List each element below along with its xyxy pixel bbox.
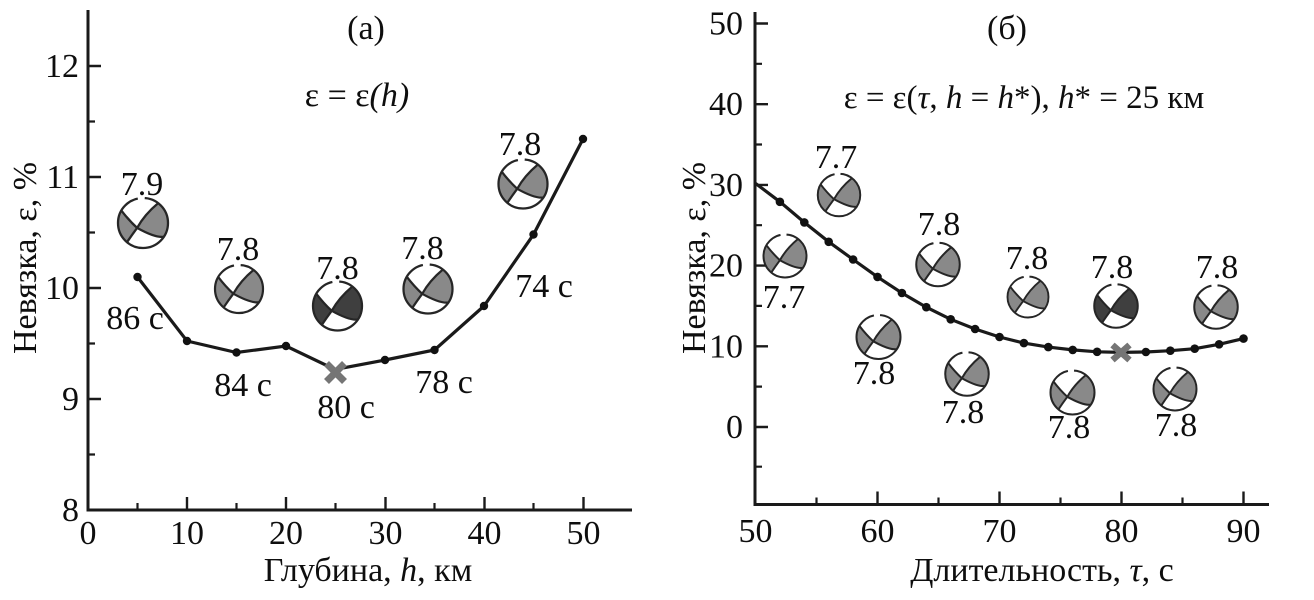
svg-text:50: 50 bbox=[567, 515, 601, 552]
svg-text:30: 30 bbox=[709, 167, 743, 204]
svg-text:78 с: 78 с bbox=[415, 364, 473, 401]
svg-text:7.8: 7.8 bbox=[1048, 409, 1091, 446]
svg-text:80: 80 bbox=[1105, 513, 1139, 550]
svg-text:7.8: 7.8 bbox=[401, 230, 444, 267]
svg-text:30: 30 bbox=[369, 515, 403, 552]
svg-text:70: 70 bbox=[983, 513, 1017, 550]
svg-text:40: 40 bbox=[468, 515, 502, 552]
svg-text:86 с: 86 с bbox=[106, 300, 164, 337]
svg-text:ε = ε(τ, h = h*), h* = 25 км: ε = ε(τ, h = h*), h* = 25 км bbox=[844, 80, 1205, 116]
svg-text:7.8: 7.8 bbox=[853, 355, 896, 392]
svg-text:7.8: 7.8 bbox=[918, 206, 961, 243]
svg-text:7.7: 7.7 bbox=[763, 279, 806, 316]
svg-text:50: 50 bbox=[709, 6, 743, 43]
svg-text:12: 12 bbox=[45, 48, 79, 85]
svg-text:84 с: 84 с bbox=[214, 367, 272, 404]
svg-text:Глубина, h, км: Глубина, h, км bbox=[264, 552, 472, 589]
svg-text:8: 8 bbox=[62, 492, 79, 529]
svg-text:50: 50 bbox=[739, 513, 773, 550]
svg-text:11: 11 bbox=[46, 159, 79, 196]
svg-text:7.8: 7.8 bbox=[316, 250, 359, 287]
svg-text:40: 40 bbox=[709, 86, 743, 123]
svg-text:(а): (а) bbox=[347, 10, 385, 47]
svg-text:0: 0 bbox=[726, 409, 743, 446]
svg-text:Длительность, τ, с: Длительность, τ, с bbox=[910, 552, 1174, 589]
svg-text:ε = ε(h): ε = ε(h) bbox=[305, 77, 409, 114]
svg-text:7.8: 7.8 bbox=[942, 394, 985, 431]
svg-text:20: 20 bbox=[709, 248, 743, 285]
svg-text:80 с: 80 с bbox=[317, 389, 375, 426]
svg-text:60: 60 bbox=[861, 513, 895, 550]
svg-text:7.7: 7.7 bbox=[815, 139, 858, 176]
svg-text:Невязка, ε, %: Невязка, ε, % bbox=[676, 162, 713, 354]
svg-text:7.8: 7.8 bbox=[1155, 407, 1198, 444]
svg-text:7.8: 7.8 bbox=[1006, 240, 1049, 277]
svg-text:Невязка, ε, %: Невязка, ε, % bbox=[7, 162, 44, 354]
svg-text:7.9: 7.9 bbox=[121, 166, 164, 203]
svg-text:7.8: 7.8 bbox=[1196, 249, 1239, 286]
svg-text:10: 10 bbox=[45, 270, 79, 307]
svg-text:9: 9 bbox=[62, 381, 79, 418]
svg-text:7.8: 7.8 bbox=[217, 231, 260, 268]
svg-text:7.8: 7.8 bbox=[499, 126, 542, 163]
svg-text:(б): (б) bbox=[987, 10, 1027, 47]
svg-text:7.8: 7.8 bbox=[1091, 249, 1134, 286]
svg-text:10: 10 bbox=[170, 515, 204, 552]
svg-text:74 с: 74 с bbox=[515, 268, 573, 305]
svg-text:0: 0 bbox=[80, 515, 97, 552]
svg-text:90: 90 bbox=[1227, 513, 1261, 550]
svg-text:10: 10 bbox=[709, 329, 743, 366]
svg-text:20: 20 bbox=[269, 515, 303, 552]
